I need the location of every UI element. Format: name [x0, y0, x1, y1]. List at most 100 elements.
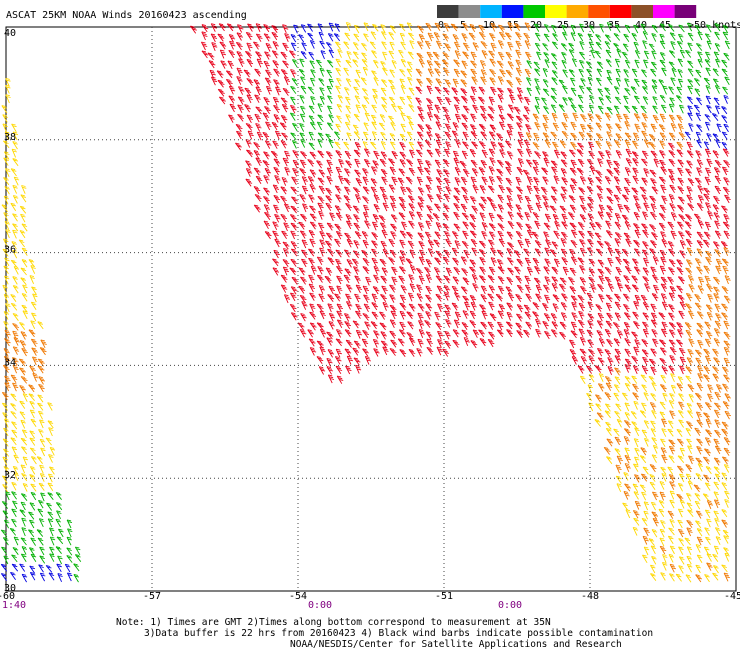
wind-barb: [345, 105, 351, 114]
wind-barb: [577, 365, 585, 374]
wind-barb: [460, 88, 468, 96]
wind-barb: [668, 158, 676, 167]
wind-barb: [452, 150, 460, 160]
wind-barb: [271, 50, 279, 59]
wind-barb: [444, 79, 452, 88]
wind-barb: [468, 32, 476, 41]
wind-barb: [504, 32, 512, 41]
wind-barb: [292, 159, 300, 169]
wind-barb: [335, 365, 343, 374]
wind-barb: [687, 509, 694, 517]
wind-barb: [660, 520, 666, 529]
wind-barb: [299, 123, 305, 132]
wind-barb: [685, 168, 692, 177]
wind-barb: [253, 186, 261, 195]
wind-barb: [598, 275, 605, 285]
wind-barb: [20, 213, 26, 223]
wind-barb: [590, 49, 596, 59]
wind-barb: [425, 258, 433, 268]
wind-barb: [704, 33, 711, 42]
wind-barb: [290, 312, 298, 321]
wind-barb: [631, 32, 637, 42]
wind-barb: [624, 139, 631, 149]
wind-barb: [12, 195, 19, 204]
wind-barb: [30, 491, 37, 501]
wind-barb: [436, 193, 443, 203]
wind-barb: [37, 402, 44, 411]
wind-barb: [416, 211, 423, 221]
wind-barb: [1, 105, 8, 114]
wind-barb: [480, 131, 488, 140]
wind-barb: [534, 68, 541, 77]
wind-barb: [687, 410, 694, 419]
wind-barb: [273, 104, 280, 114]
wind-barb: [0, 573, 7, 581]
wind-barb: [721, 303, 729, 312]
wind-barb: [615, 150, 623, 159]
wind-barb: [29, 447, 37, 456]
wind-barb: [407, 32, 415, 41]
wind-barb: [642, 356, 649, 366]
wind-barb: [624, 338, 631, 347]
wind-barb: [365, 276, 372, 286]
wind-barb: [669, 519, 675, 528]
wind-barb: [517, 158, 525, 168]
wind-barb: [675, 95, 683, 103]
wind-barb: [453, 211, 460, 221]
wind-barb: [40, 339, 47, 349]
wind-barb: [532, 159, 540, 168]
wind-barb: [695, 564, 701, 574]
wind-barb: [535, 194, 542, 204]
wind-barb: [481, 310, 488, 320]
wind-barb: [588, 258, 596, 267]
wind-barb: [264, 77, 272, 86]
wind-barb: [453, 41, 461, 51]
wind-barb: [633, 239, 641, 248]
wind-barb: [407, 76, 413, 86]
wind-barb: [687, 384, 695, 393]
time-label-mid: 0:00: [308, 600, 332, 611]
wind-barb: [406, 311, 414, 320]
wind-barb: [344, 329, 352, 338]
wind-barb: [470, 131, 478, 139]
wind-barb: [649, 481, 656, 491]
wind-barb: [561, 130, 569, 139]
wind-barb: [705, 330, 713, 340]
wind-barb: [253, 150, 261, 159]
wind-barb: [238, 86, 245, 95]
wind-barb: [712, 572, 719, 581]
wind-barb: [723, 346, 730, 356]
wind-barb: [255, 123, 262, 132]
wind-barb: [49, 466, 55, 475]
wind-barb: [677, 221, 684, 230]
wind-barb: [496, 214, 504, 222]
wind-barb: [661, 321, 668, 331]
wind-barb: [47, 402, 53, 411]
wind-barb: [354, 24, 360, 34]
wind-barb: [255, 86, 262, 96]
wind-barb: [704, 402, 712, 411]
wind-barb: [362, 176, 369, 186]
wind-barb: [525, 321, 533, 330]
wind-barb: [28, 393, 35, 401]
wind-barb: [688, 338, 695, 348]
wind-barb: [543, 284, 550, 293]
wind-barb: [696, 554, 703, 563]
wind-barb: [659, 113, 666, 123]
wind-barb: [391, 150, 398, 160]
wind-barb: [723, 340, 731, 349]
wind-barb: [615, 403, 622, 412]
wind-barb: [388, 115, 395, 124]
wind-barb: [426, 346, 434, 355]
wind-barb: [704, 448, 711, 457]
wind-barb: [668, 322, 676, 330]
wind-barb: [515, 204, 522, 213]
wind-barb: [346, 51, 352, 60]
wind-barb: [462, 105, 470, 114]
wind-barb: [20, 493, 28, 501]
wind-barb: [426, 85, 433, 95]
wind-barb: [534, 240, 542, 248]
wind-barb: [417, 187, 425, 196]
wind-barb: [319, 40, 325, 50]
wind-barb: [380, 275, 388, 284]
